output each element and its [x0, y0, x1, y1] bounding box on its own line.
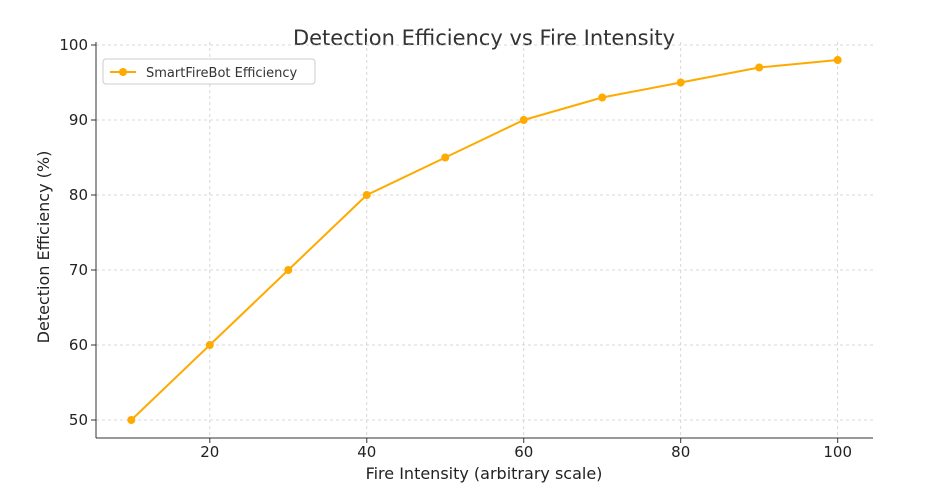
series-layer [127, 56, 842, 424]
x-axis-label: Fire Intensity (arbitrary scale) [366, 464, 603, 483]
series-line [130, 59, 838, 421]
x-tick-label: 20 [200, 443, 219, 461]
grid-lines [96, 42, 873, 438]
data-point [833, 56, 842, 64]
data-point [755, 63, 764, 72]
y-tick-label: 50 [69, 411, 88, 429]
axes [95, 42, 873, 439]
legend-box [102, 58, 316, 85]
x-tick-label: 60 [514, 443, 533, 461]
data-point [519, 116, 528, 124]
axis-ticks: 20 40 60 80 100 50 60 70 80 90 100 [59, 36, 852, 461]
x-tick-label: 40 [357, 443, 376, 461]
legend-marker-sample [119, 68, 127, 76]
data-point [598, 93, 607, 102]
data-point [127, 416, 136, 424]
data-point [676, 78, 685, 87]
y-axis-label: Detection Efficiency (%) [34, 151, 53, 344]
x-tick-label: 100 [823, 443, 852, 461]
chart-title: Detection Efficiency vs Fire Intensity [293, 26, 675, 50]
x-tick-label: 80 [671, 443, 690, 461]
y-tick-label: 90 [69, 111, 88, 129]
data-point [205, 341, 214, 349]
data-point [441, 153, 450, 162]
data-point [362, 191, 371, 199]
data-point [284, 266, 293, 274]
legend-entry-label: SmartFireBot Efficiency [146, 66, 298, 81]
legend: SmartFireBot Efficiency [102, 58, 316, 85]
y-tick-label: 80 [69, 186, 88, 204]
y-tick-label: 70 [69, 261, 88, 279]
y-tick-label: 60 [69, 336, 88, 354]
y-tick-label: 100 [59, 36, 88, 54]
